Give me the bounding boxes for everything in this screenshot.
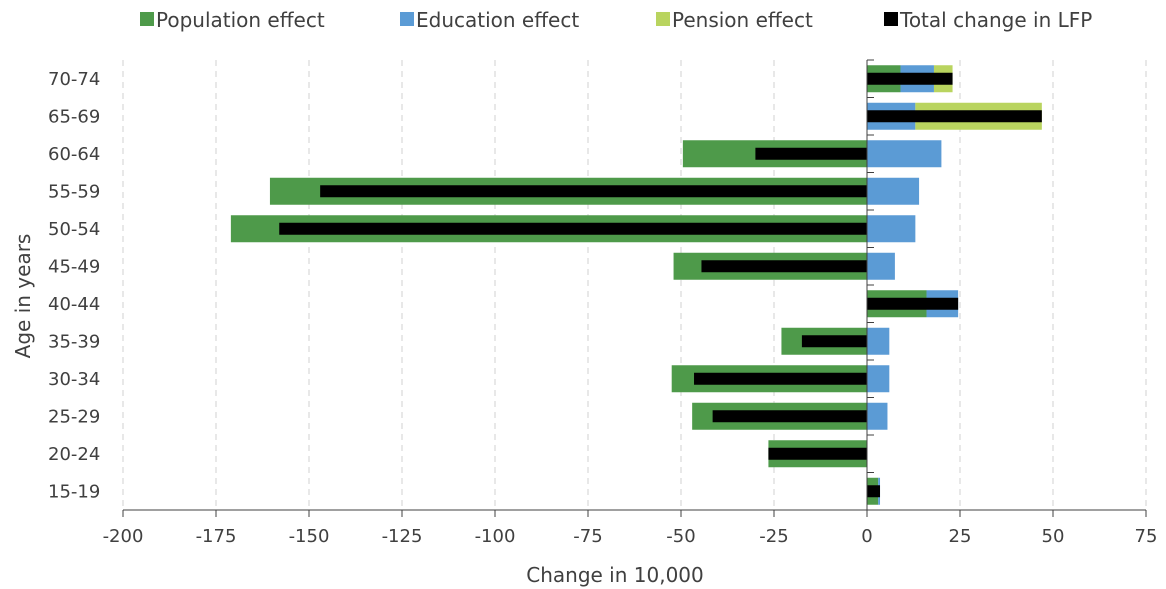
axes <box>122 59 1147 517</box>
legend-swatch <box>656 12 670 26</box>
legend-item: Education effect <box>400 8 579 32</box>
y-tick-label: 30-34 <box>48 369 100 390</box>
bar-total-change-in-lfp-45-49 <box>701 260 867 273</box>
gridlines <box>122 60 1147 510</box>
y-tick-label: 60-64 <box>48 144 100 165</box>
legend-label: Total change in LFP <box>899 8 1092 32</box>
bar-total-change-in-lfp-20-24 <box>768 447 867 460</box>
bar-education-effect-35-39 <box>867 327 890 355</box>
x-tick-label: -200 <box>103 526 144 547</box>
y-tick-labels: 15-19 20-24 25-29 30-34 35-39 40-44 45-49 50-54… <box>48 69 100 503</box>
bar-total-change-in-lfp-70-74 <box>867 72 953 85</box>
x-tick-label: -50 <box>666 526 695 547</box>
y-axis-title: Age in years <box>11 234 35 359</box>
legend-item: Total change in LFP <box>884 8 1092 32</box>
x-tick-label: -75 <box>573 526 602 547</box>
bar-education-effect-25-29 <box>867 402 888 430</box>
x-tick-label: -125 <box>382 526 423 547</box>
y-tick-label: 35-39 <box>48 331 100 352</box>
x-axis-title: Change in 10,000 <box>526 563 704 587</box>
bar-total-change-in-lfp-30-34 <box>694 372 867 385</box>
x-tick-label: 50 <box>1042 526 1065 547</box>
y-tick-label: 40-44 <box>48 294 100 315</box>
y-tick-label: 25-29 <box>48 406 100 427</box>
bar-education-effect-50-54 <box>867 215 916 243</box>
y-tick-label: 55-59 <box>48 181 100 202</box>
x-tick-label: -25 <box>759 526 788 547</box>
y-tick-label: 50-54 <box>48 219 100 240</box>
bar-total-change-in-lfp-55-59 <box>320 185 867 198</box>
x-tick-label: -150 <box>289 526 330 547</box>
y-tick-label: 20-24 <box>48 444 100 465</box>
x-tick-label: 75 <box>1135 526 1158 547</box>
legend-swatch <box>884 12 898 26</box>
bar-total-change-in-lfp-50-54 <box>279 222 867 235</box>
legend-item: Pension effect <box>656 8 813 32</box>
bar-education-effect-60-64 <box>867 140 942 168</box>
y-tick-label: 45-49 <box>48 256 100 277</box>
x-tick-labels: -200 -175 -150 -125 -100 -75 -50 -25 0 25 50 75 <box>103 526 1158 547</box>
bar-education-effect-45-49 <box>867 252 895 280</box>
x-tick-label: 0 <box>861 526 872 547</box>
bar-total-change-in-lfp-25-29 <box>712 410 867 423</box>
x-tick-label: -100 <box>475 526 516 547</box>
legend: Population effect Education effect Pension… <box>140 8 1092 32</box>
y-tick-label: 65-69 <box>48 106 100 127</box>
bar-education-effect-55-59 <box>867 177 920 205</box>
legend-item: Population effect <box>140 8 325 32</box>
legend-swatch <box>140 12 154 26</box>
bar-total-change-in-lfp-15-19 <box>867 485 881 498</box>
x-tick-label: 25 <box>949 526 972 547</box>
bar-education-effect-30-34 <box>867 365 890 393</box>
y-tick-label: 15-19 <box>48 481 100 502</box>
bars <box>230 65 1042 505</box>
legend-swatch <box>400 12 414 26</box>
legend-label: Population effect <box>156 8 325 32</box>
y-tick-label: 70-74 <box>48 69 100 90</box>
x-tick-label: -175 <box>196 526 237 547</box>
legend-label: Pension effect <box>672 8 813 32</box>
bar-total-change-in-lfp-40-44 <box>867 297 959 310</box>
bar-total-change-in-lfp-65-69 <box>867 110 1042 123</box>
bar-total-change-in-lfp-35-39 <box>801 335 867 348</box>
bar-total-change-in-lfp-60-64 <box>755 147 867 160</box>
legend-label: Education effect <box>416 8 579 32</box>
